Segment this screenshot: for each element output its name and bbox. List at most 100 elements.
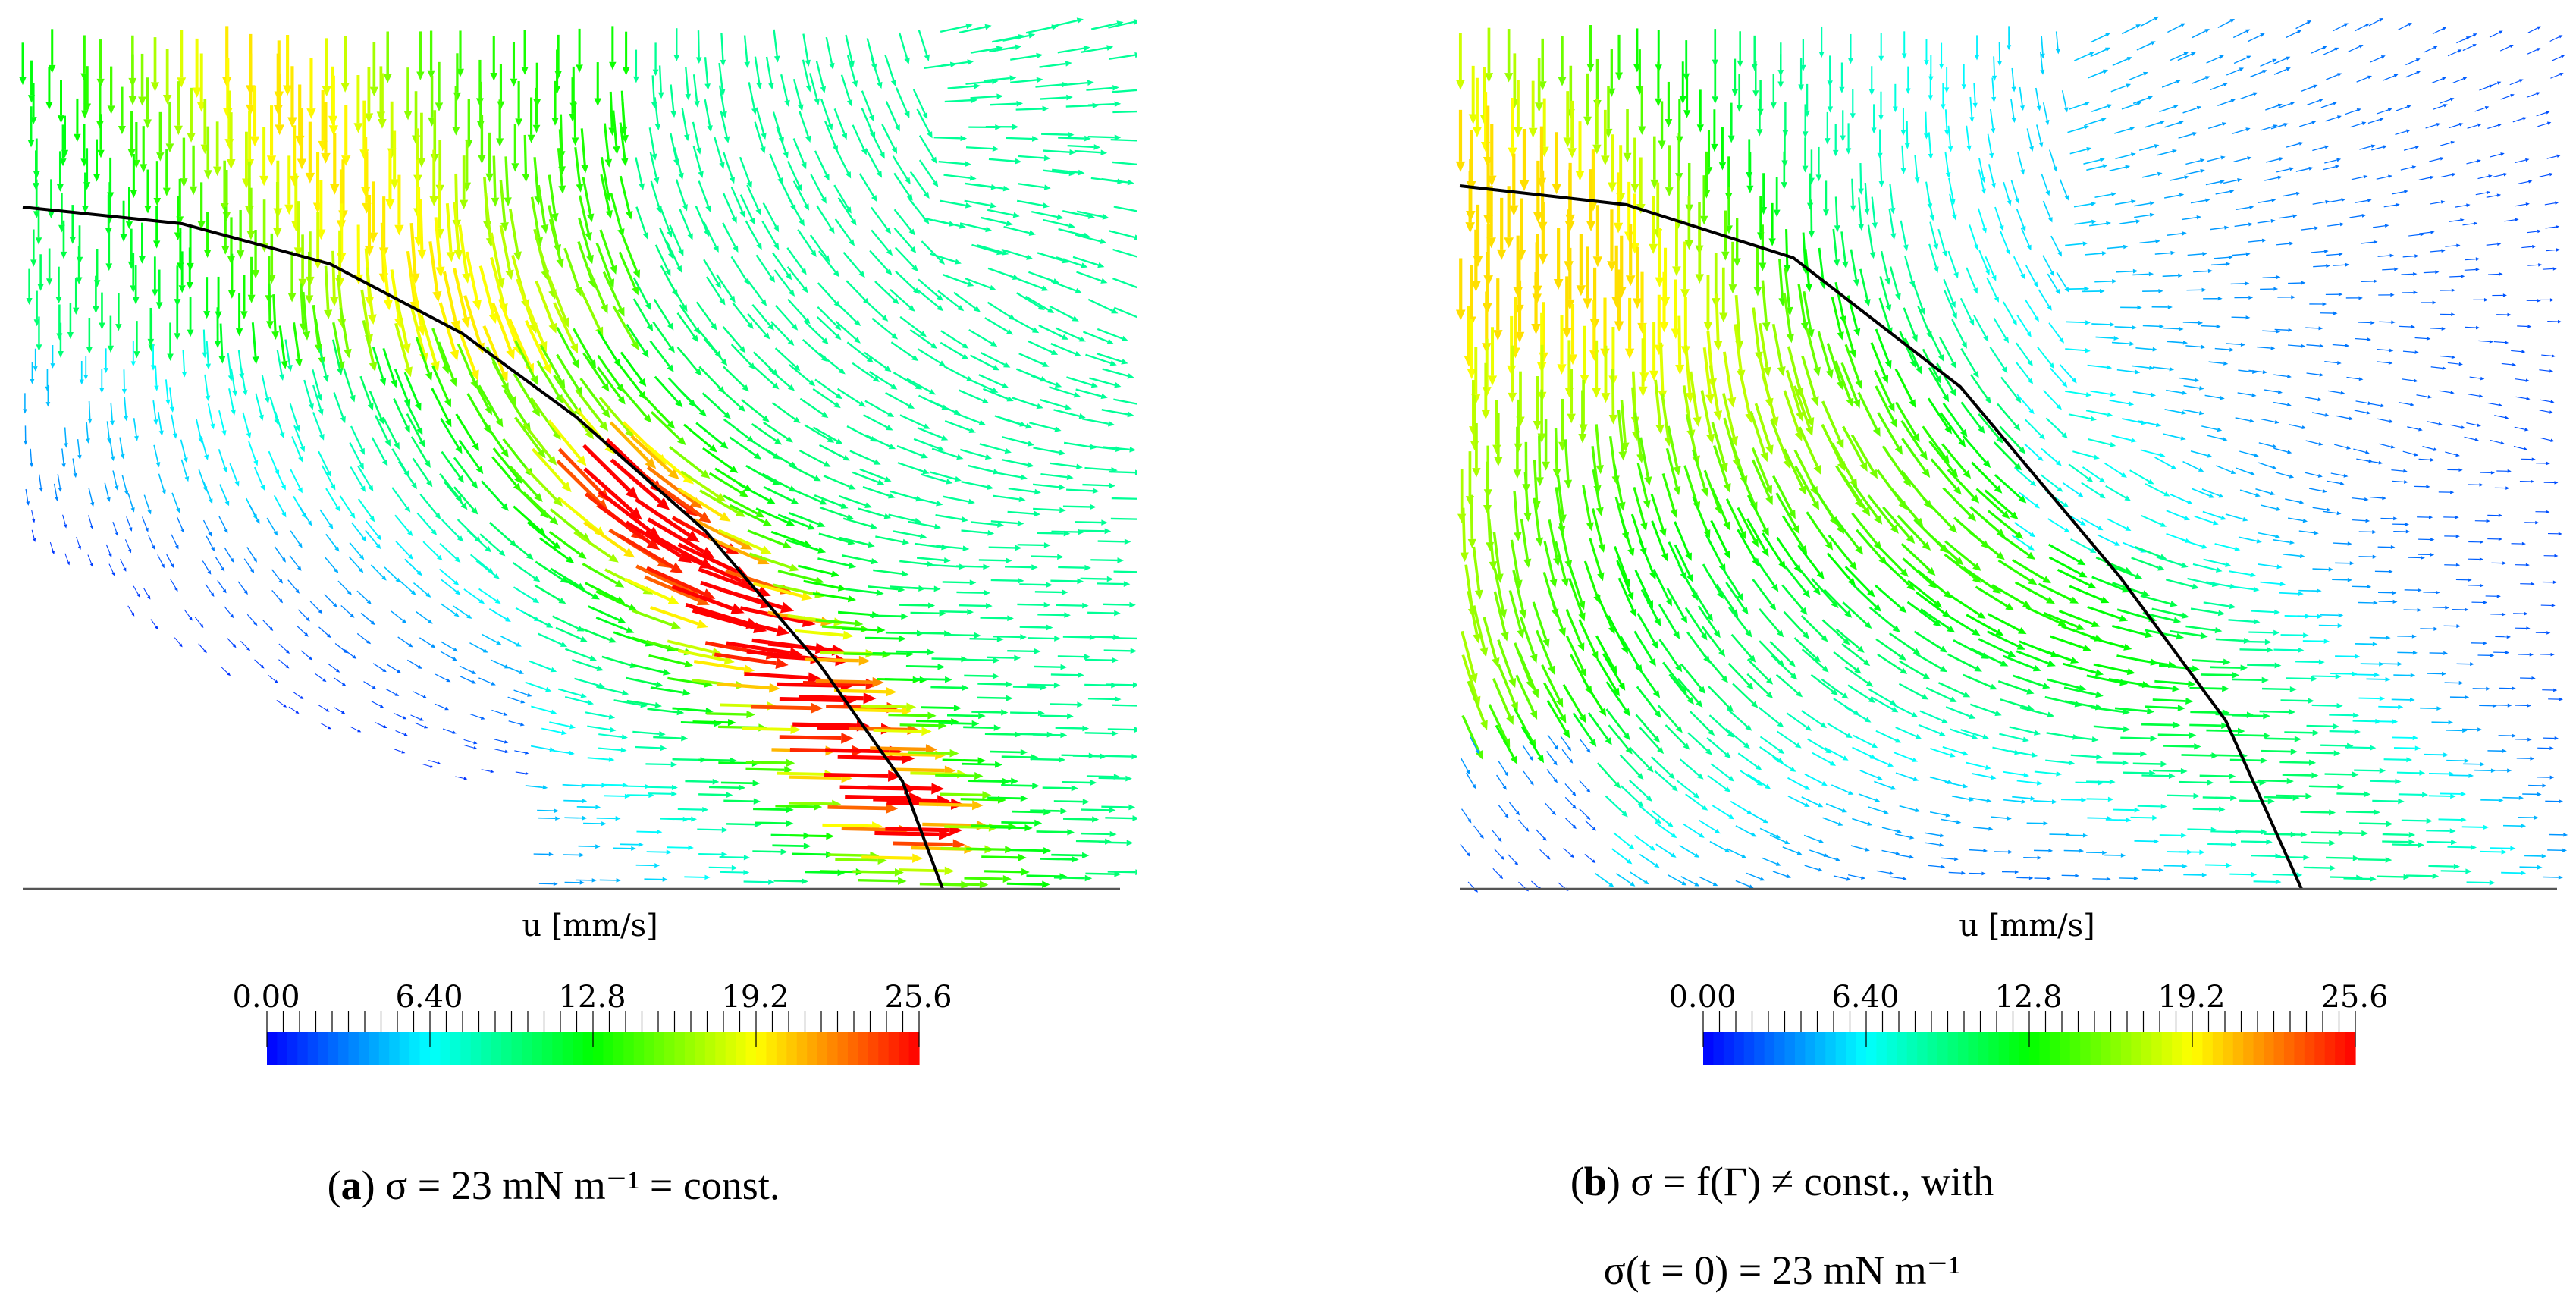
arrow-head — [1531, 324, 1541, 334]
arrow-head — [2549, 410, 2553, 413]
arrow-head — [2262, 239, 2267, 243]
arrow-head — [2029, 146, 2034, 152]
velocity-arrow — [1881, 251, 1887, 278]
velocity-arrow — [2475, 108, 2486, 111]
arrow-head — [2555, 201, 2559, 204]
arrow-head — [2007, 200, 2012, 206]
arrow-head — [1615, 72, 1623, 80]
arrow-head — [2452, 356, 2455, 359]
arrow-head — [2433, 301, 2436, 305]
arrow-head — [2237, 178, 2242, 182]
arrow-head — [2426, 485, 2430, 488]
velocity-arrow — [2141, 516, 2162, 525]
arrow-head — [2132, 325, 2137, 330]
arrow-head — [2553, 267, 2557, 270]
arrow-head — [2249, 206, 2254, 209]
arrow-head — [1640, 522, 1647, 531]
arrow-head — [2323, 303, 2327, 306]
velocity-arrow — [2355, 339, 2367, 340]
arrow-head — [2313, 85, 2317, 89]
velocity-arrow — [2264, 390, 2278, 392]
velocity-arrow — [2192, 31, 2206, 38]
arrow-head — [1488, 375, 1497, 385]
arrow-head — [2272, 466, 2277, 469]
arrow-head — [1627, 548, 1634, 557]
velocity-arrow — [2210, 85, 2223, 90]
arrow-head — [2182, 231, 2186, 235]
velocity-arrow — [2065, 243, 2083, 245]
arrow-head — [2133, 269, 2138, 274]
velocity-arrow — [2273, 375, 2287, 376]
arrow-head — [2389, 349, 2394, 353]
velocity-arrow — [2550, 74, 2560, 78]
velocity-arrow — [1979, 250, 1988, 270]
velocity-arrow — [2468, 394, 2480, 396]
velocity-arrow — [2130, 470, 2149, 482]
velocity-arrow — [2143, 325, 2160, 326]
velocity-arrow — [1988, 134, 1992, 153]
arrow-head — [1721, 252, 1730, 261]
arrow-head — [2290, 102, 2295, 105]
velocity-arrow — [2321, 103, 2333, 108]
velocity-arrow — [1807, 512, 1828, 543]
arrow-head — [2015, 198, 2019, 203]
velocity-arrow — [2003, 182, 2009, 200]
arrow-head — [2391, 320, 2395, 324]
arrow-head — [1683, 110, 1690, 118]
velocity-arrow — [2540, 400, 2551, 401]
arrow-head — [2441, 200, 2446, 204]
velocity-arrow — [2012, 68, 2013, 87]
velocity-arrow — [2476, 193, 2487, 195]
arrow-head — [1661, 553, 1668, 561]
arrow-head — [2170, 251, 2175, 255]
arrow-head — [2149, 272, 2154, 277]
arrow-head — [1592, 388, 1601, 398]
velocity-arrow — [1762, 281, 1766, 323]
arrow-head — [2438, 422, 2443, 426]
arrow-head — [2558, 320, 2562, 323]
velocity-arrow — [1614, 465, 1622, 503]
arrow-head — [1672, 266, 1681, 276]
velocity-arrow — [2449, 276, 2461, 277]
arrow-head — [2479, 483, 2483, 487]
velocity-arrow — [2205, 395, 2220, 397]
arrow-head — [2135, 370, 2140, 375]
velocity-arrow — [2513, 118, 2523, 121]
arrow-head — [2459, 123, 2464, 126]
arrow-head — [1533, 421, 1542, 431]
arrow-head — [2179, 327, 2183, 331]
velocity-arrow — [2167, 234, 2182, 235]
velocity-arrow — [2333, 344, 2345, 345]
velocity-arrow — [2279, 216, 2293, 218]
velocity-arrow — [1930, 441, 1953, 471]
arrow-head — [2526, 202, 2530, 206]
velocity-arrow — [2324, 362, 2337, 363]
velocity-arrow — [2402, 379, 2414, 381]
arrow-head — [2292, 215, 2297, 218]
velocity-arrow — [2361, 242, 2374, 243]
velocity-arrow — [2323, 167, 2336, 170]
arrow-head — [2501, 441, 2505, 444]
arrow-head — [2229, 190, 2234, 193]
velocity-arrow — [2527, 49, 2537, 54]
arrow-head — [1492, 445, 1501, 454]
velocity-arrow — [2419, 459, 2431, 460]
velocity-arrow — [2096, 337, 2114, 339]
velocity-arrow — [2226, 70, 2240, 75]
velocity-arrow — [2440, 143, 2452, 146]
velocity-arrow — [2550, 37, 2559, 42]
velocity-arrow — [2528, 28, 2537, 33]
arrow-head — [2224, 226, 2229, 230]
velocity-arrow — [2494, 342, 2505, 343]
velocity-arrow — [1818, 494, 1840, 527]
velocity-arrow — [1948, 251, 1956, 273]
arrow-head — [1567, 414, 1576, 424]
velocity-arrow — [2184, 386, 2200, 388]
arrow-head — [1901, 130, 1906, 136]
arrow-head — [1974, 244, 1978, 250]
velocity-arrow — [1961, 298, 1972, 320]
arrow-head — [2324, 250, 2329, 253]
velocity-arrow — [2511, 350, 2521, 351]
velocity-arrow — [2257, 347, 2270, 348]
arrow-head — [1719, 162, 1726, 170]
